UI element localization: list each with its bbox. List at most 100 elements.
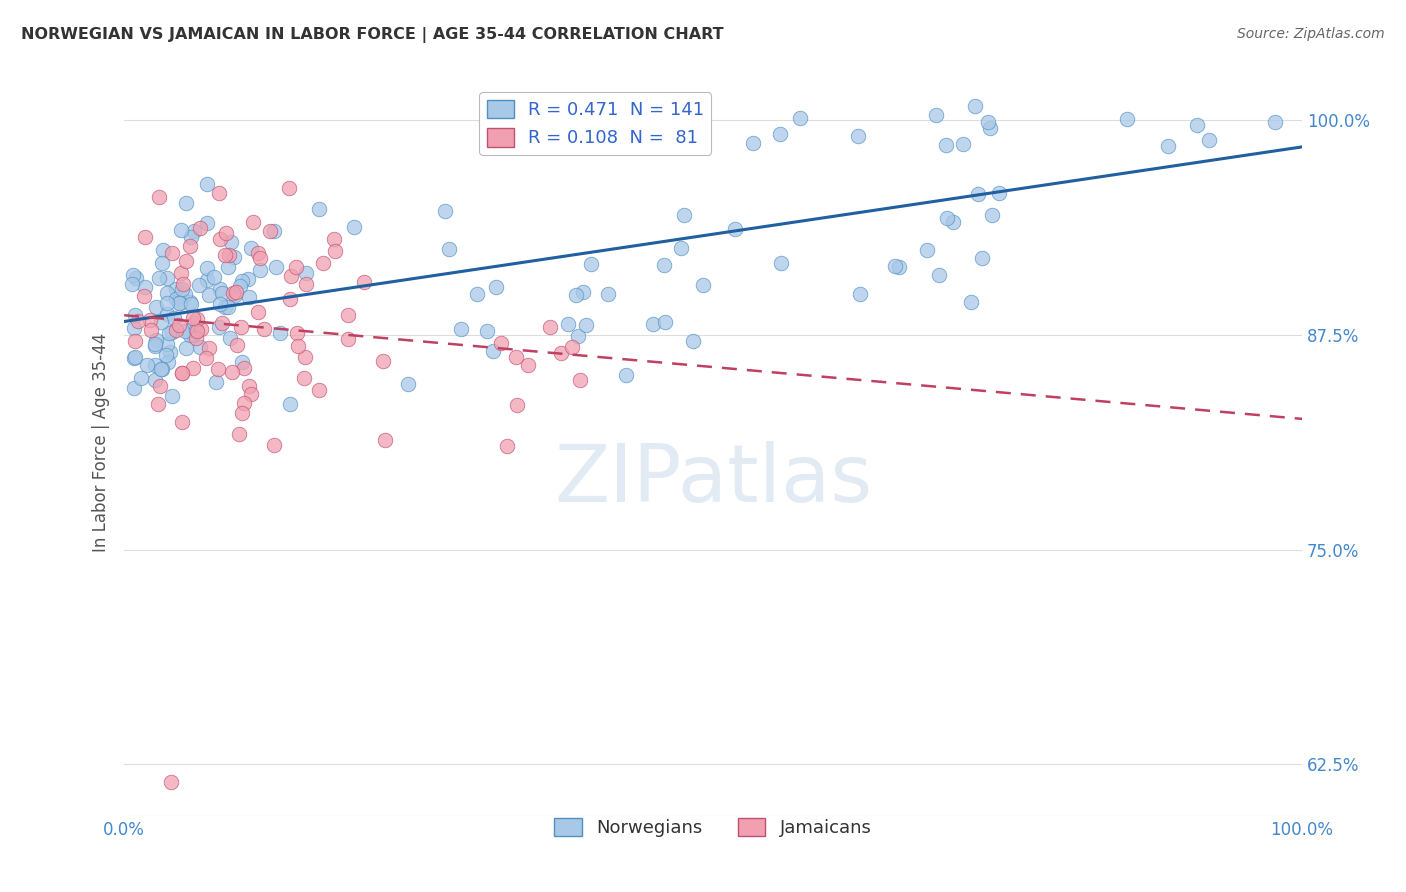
Point xyxy=(159,345,181,359)
Point xyxy=(173,324,195,338)
Point xyxy=(156,337,179,351)
Point xyxy=(292,371,315,385)
Point xyxy=(141,323,163,337)
Point xyxy=(183,328,205,343)
Point xyxy=(148,270,170,285)
Point xyxy=(121,277,143,292)
Point xyxy=(561,340,583,354)
Point xyxy=(884,260,907,274)
Point xyxy=(723,222,745,236)
Point xyxy=(396,377,419,392)
Point xyxy=(152,243,174,257)
Point xyxy=(229,278,252,293)
Point xyxy=(672,208,695,222)
Point xyxy=(981,208,1004,222)
Point xyxy=(122,320,145,334)
Point xyxy=(353,275,375,289)
Point xyxy=(179,239,201,253)
Point xyxy=(170,415,193,429)
Point xyxy=(575,318,598,332)
Point xyxy=(686,112,709,126)
Point xyxy=(145,333,167,347)
Point xyxy=(278,180,301,194)
Point xyxy=(219,331,242,345)
Point xyxy=(654,315,676,329)
Point xyxy=(124,308,146,322)
Point xyxy=(221,235,243,249)
Point xyxy=(208,320,231,334)
Point xyxy=(162,245,184,260)
Point xyxy=(225,285,247,299)
Point xyxy=(198,288,221,302)
Point xyxy=(231,320,253,334)
Point xyxy=(232,360,254,375)
Point xyxy=(122,268,145,282)
Point xyxy=(336,308,359,322)
Point xyxy=(150,256,173,270)
Point xyxy=(174,287,197,301)
Point xyxy=(163,311,186,326)
Point xyxy=(183,224,205,238)
Point xyxy=(167,318,190,332)
Point xyxy=(979,121,1001,136)
Point xyxy=(567,329,589,343)
Point xyxy=(308,384,330,398)
Point xyxy=(183,316,205,330)
Point xyxy=(450,321,472,335)
Point xyxy=(202,269,225,284)
Legend: Norwegians, Jamaicans: Norwegians, Jamaicans xyxy=(547,811,879,845)
Point xyxy=(208,282,231,296)
Point xyxy=(253,322,276,336)
Point xyxy=(676,120,699,134)
Point xyxy=(174,341,197,355)
Point xyxy=(373,353,395,368)
Point xyxy=(692,277,714,292)
Point xyxy=(165,292,187,306)
Point xyxy=(156,307,179,321)
Point xyxy=(181,361,204,376)
Point xyxy=(942,215,965,229)
Point xyxy=(848,286,870,301)
Point xyxy=(988,186,1011,200)
Point xyxy=(569,373,592,387)
Point xyxy=(246,304,269,318)
Point xyxy=(482,344,505,359)
Point xyxy=(249,263,271,277)
Point xyxy=(572,285,595,300)
Point xyxy=(977,115,1000,129)
Point xyxy=(156,285,179,300)
Point xyxy=(789,111,811,125)
Point xyxy=(236,272,259,286)
Point xyxy=(211,316,233,330)
Point xyxy=(565,288,588,302)
Point xyxy=(246,246,269,260)
Point xyxy=(263,224,285,238)
Point xyxy=(641,317,664,331)
Point xyxy=(965,98,987,112)
Point xyxy=(769,127,792,141)
Point xyxy=(308,202,330,217)
Point xyxy=(770,255,793,269)
Point xyxy=(374,433,396,447)
Point xyxy=(134,230,156,244)
Point xyxy=(160,774,183,789)
Point xyxy=(207,362,229,376)
Text: NORWEGIAN VS JAMAICAN IN LABOR FORCE | AGE 35-44 CORRELATION CHART: NORWEGIAN VS JAMAICAN IN LABOR FORCE | A… xyxy=(21,27,724,43)
Point xyxy=(682,334,704,349)
Point xyxy=(222,285,245,300)
Point xyxy=(496,439,519,453)
Point xyxy=(269,326,291,340)
Point xyxy=(581,257,603,271)
Point xyxy=(652,258,675,272)
Point xyxy=(218,248,240,262)
Point xyxy=(190,322,212,336)
Point xyxy=(336,332,359,346)
Point xyxy=(506,398,529,412)
Point xyxy=(280,268,302,283)
Point xyxy=(936,211,959,225)
Point xyxy=(134,280,156,294)
Point xyxy=(214,248,236,262)
Point xyxy=(960,295,983,310)
Point xyxy=(550,346,572,360)
Point xyxy=(465,287,488,301)
